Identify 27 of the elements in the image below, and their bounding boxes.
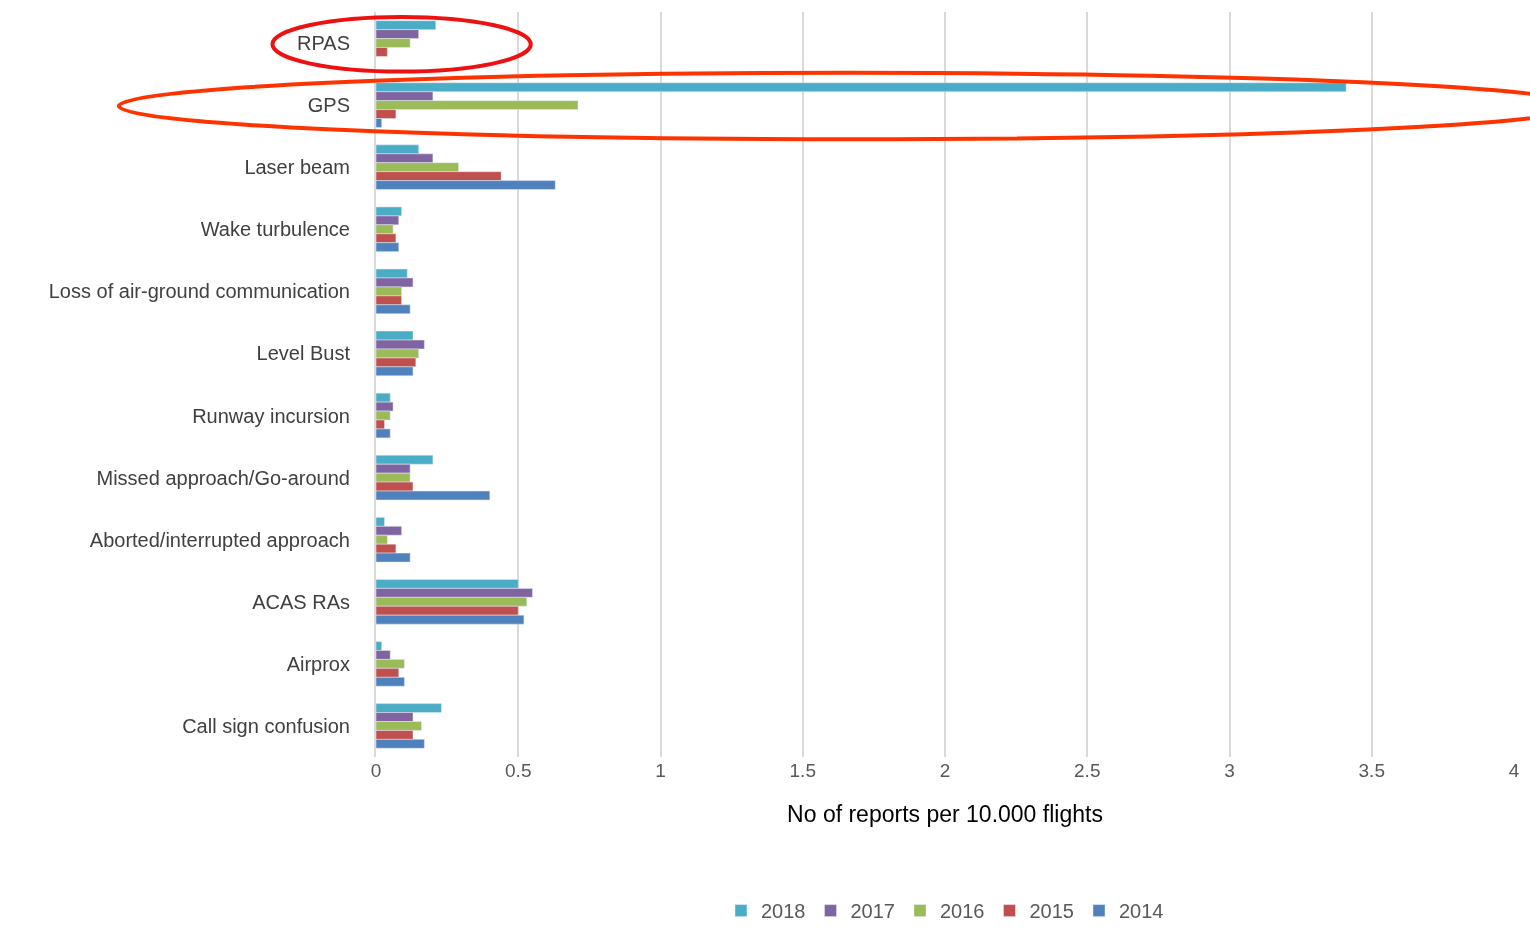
legend-label: 2017 xyxy=(850,900,895,923)
y-tick-label: Loss of air-ground communication xyxy=(48,280,350,303)
x-tick-label: 3.5 xyxy=(1358,760,1385,781)
y-tick-label: Missed approach/Go-around xyxy=(96,466,350,489)
legend-label: 2018 xyxy=(761,900,806,923)
y-tick-label: Aborted/interrupted approach xyxy=(89,528,350,551)
y-tick-label: Runway incursion xyxy=(192,404,350,427)
x-tick-label: 3 xyxy=(1224,760,1235,781)
y-tick-label: GPS xyxy=(307,94,350,117)
x-tick-label: 1.5 xyxy=(789,760,816,781)
y-tick-label: Airprox xyxy=(286,652,350,675)
x-axis-title: No of reports per 10.000 flights xyxy=(787,800,1103,827)
y-tick-label: Level Bust xyxy=(256,342,351,365)
legend-label: 2016 xyxy=(940,900,985,923)
y-tick-label: Wake turbulence xyxy=(200,218,350,241)
y-tick-label: Laser beam xyxy=(244,156,350,179)
x-tick-label: 2.5 xyxy=(1074,760,1101,781)
x-tick-label: 0.5 xyxy=(505,760,532,781)
y-tick-label: Call sign confusion xyxy=(182,714,350,737)
x-tick-label: 4 xyxy=(1508,760,1520,781)
legend-label: 2015 xyxy=(1029,900,1074,923)
x-tick-label: 1 xyxy=(655,760,666,781)
y-tick-label: RPAS xyxy=(297,32,350,55)
x-tick-label: 2 xyxy=(939,760,951,781)
y-tick-label: ACAS RAs xyxy=(252,590,350,613)
x-tick-label: 0 xyxy=(370,760,382,781)
legend-label: 2014 xyxy=(1119,900,1164,923)
